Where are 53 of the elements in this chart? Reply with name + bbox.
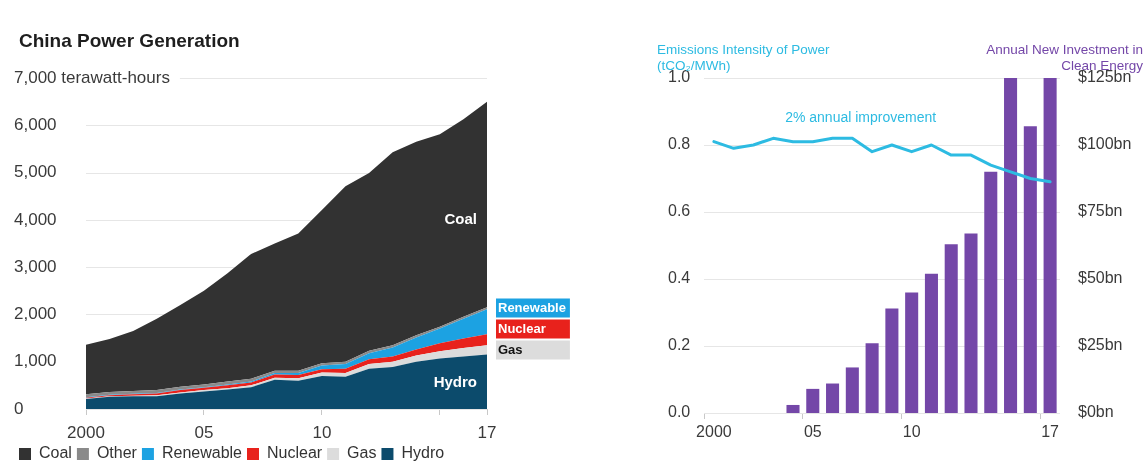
bar [865,343,879,413]
bar [1023,126,1037,413]
annotation: 2% annual improvement [785,109,937,126]
bar [806,388,820,413]
bar [924,273,938,413]
text: Renewable [498,300,566,316]
y-tick-label: 0.8 [668,135,691,153]
y2-tick-label: $50bn [1078,269,1123,287]
y-tick-label: 0.4 [668,269,691,287]
y2-tick-label: $25bn [1078,336,1123,354]
y-tick-label: 2,000 [14,304,57,324]
y-tick-label: 0.2 [668,336,691,354]
legend-label: Gas [347,444,377,462]
bar [845,367,859,413]
text: Gas [498,342,523,358]
legend-label: Nuclear [266,444,323,462]
x-tick-label: 17 [477,422,497,442]
bar [984,171,998,413]
text: Hydro [433,373,477,391]
y2-tick-label: $75bn [1078,202,1123,220]
text: Coal [444,209,477,227]
x-tick-label: 10 [902,423,921,441]
y2-tick-label: $0bn [1078,403,1114,421]
y-tick-label: 0 [14,398,24,418]
y-tick-label: 7,000 terawatt-hours [14,67,170,87]
y-tick-label: 0.0 [668,403,691,421]
y-tick-label: 4,000 [14,209,57,229]
x-tick-label: 2000 [67,422,105,442]
y-tick-label: 5,000 [14,162,57,182]
x-tick-label: 10 [312,422,332,442]
legend-label: Coal [39,444,72,462]
y2-tick-label: $100bn [1078,135,1132,153]
bar [964,233,978,413]
legend-label: Other [96,444,138,462]
y-tick-label: 6,000 [14,114,57,134]
bar [786,404,800,413]
x-tick-label: 05 [803,423,822,441]
x-tick-label: 17 [1041,423,1060,441]
bar [1043,78,1057,413]
text: Nuclear [498,321,546,337]
legend-label: Renewable [161,444,243,462]
bar [885,308,899,413]
bar [905,292,919,413]
y-tick-label: 0.6 [668,202,691,220]
y-tick-label: 1,000 [14,351,57,371]
y-tick-label: 3,000 [14,256,57,276]
bar [1004,78,1018,413]
bar [944,244,958,413]
bar [826,383,840,413]
x-tick-label: 2000 [696,423,732,441]
chart-title: China Power Generation [19,30,240,52]
x-tick-label: 05 [194,422,214,442]
legend-label: Hydro [401,444,445,462]
